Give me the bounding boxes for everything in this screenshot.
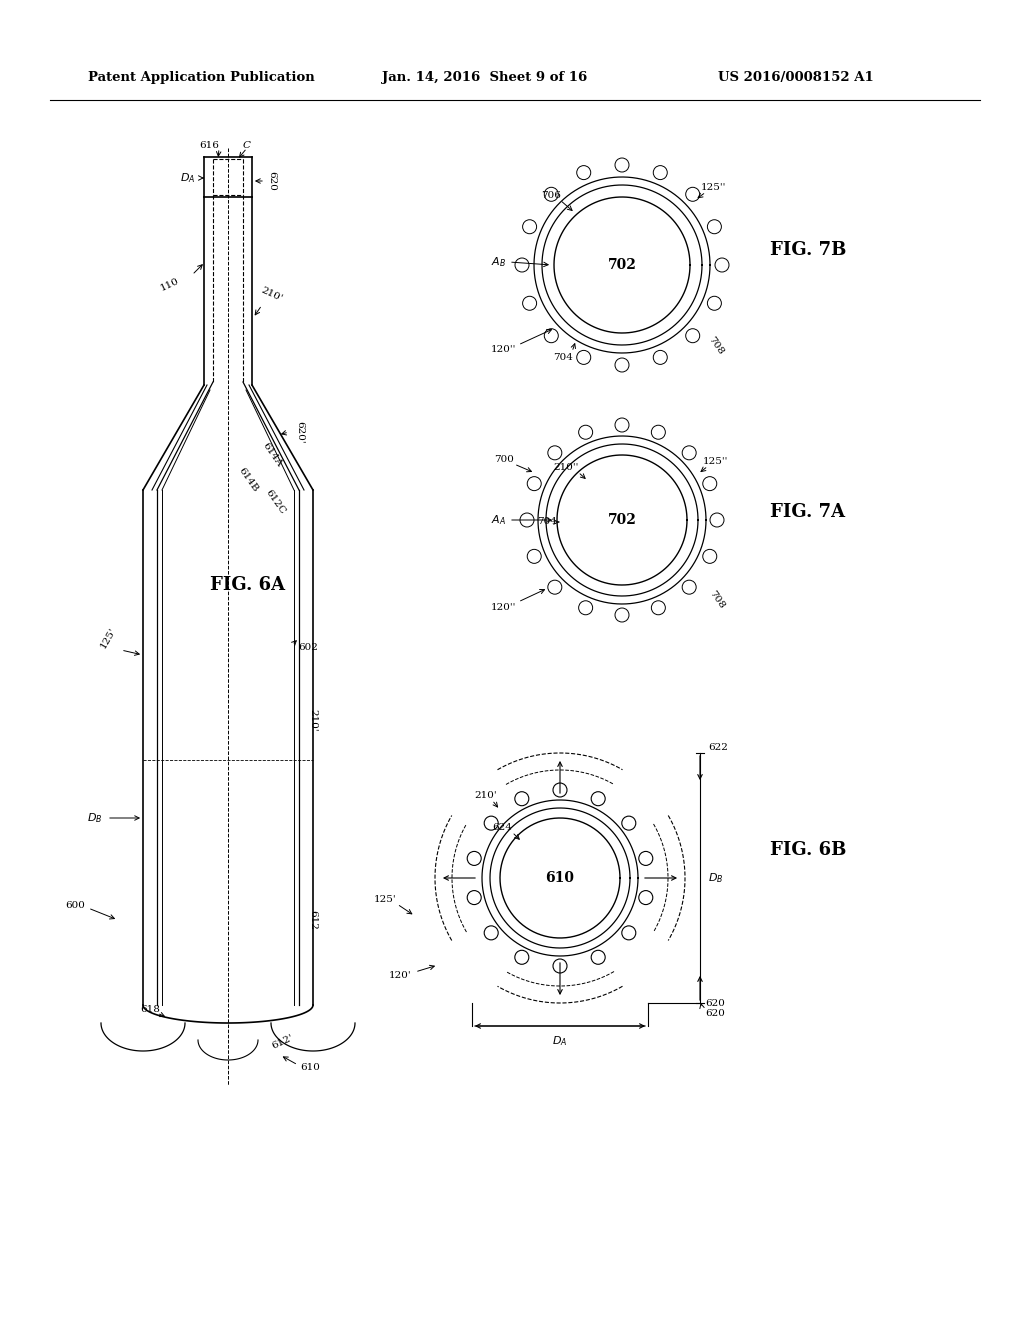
- Text: $A_B$: $A_B$: [492, 255, 507, 269]
- Text: 125'': 125'': [702, 458, 728, 466]
- Text: 210'': 210'': [553, 463, 579, 473]
- Text: 120': 120': [389, 970, 412, 979]
- Text: 125'': 125'': [700, 183, 726, 193]
- Text: 120'': 120'': [490, 346, 516, 355]
- Text: 624: 624: [493, 824, 512, 833]
- Text: $A_A$: $A_A$: [490, 513, 506, 527]
- Text: 125': 125': [374, 895, 396, 904]
- Text: $D_A$: $D_A$: [552, 1034, 567, 1048]
- Text: 706: 706: [541, 191, 561, 201]
- Text: 210': 210': [260, 286, 284, 304]
- Text: 616: 616: [199, 140, 219, 149]
- Text: $D_B$: $D_B$: [87, 810, 102, 825]
- Text: 120'': 120'': [490, 602, 516, 611]
- Text: 700: 700: [494, 455, 514, 465]
- Text: 702: 702: [607, 513, 637, 527]
- Text: 610: 610: [300, 1064, 319, 1072]
- Text: 612C: 612C: [263, 488, 287, 516]
- Text: 612': 612': [270, 1034, 294, 1051]
- Text: $D_B$: $D_B$: [708, 871, 723, 884]
- Text: 622: 622: [708, 743, 728, 752]
- Text: 704: 704: [553, 354, 573, 363]
- Text: 614B: 614B: [237, 466, 259, 494]
- Text: 708: 708: [708, 589, 726, 611]
- Text: FIG. 7B: FIG. 7B: [770, 242, 846, 259]
- Text: FIG. 6B: FIG. 6B: [770, 841, 846, 859]
- Text: US 2016/0008152 A1: US 2016/0008152 A1: [718, 71, 873, 84]
- Text: 708: 708: [707, 335, 725, 356]
- Text: 612: 612: [308, 909, 317, 929]
- Text: $D_A$: $D_A$: [180, 172, 196, 185]
- Text: 125': 125': [98, 626, 118, 649]
- Text: 620: 620: [705, 1008, 725, 1018]
- Text: 610: 610: [546, 871, 574, 884]
- Text: Jan. 14, 2016  Sheet 9 of 16: Jan. 14, 2016 Sheet 9 of 16: [382, 71, 587, 84]
- Text: 602: 602: [298, 644, 317, 652]
- Text: 210': 210': [475, 791, 498, 800]
- Text: 620: 620: [267, 172, 276, 191]
- Text: 110: 110: [159, 277, 181, 293]
- Text: 614A: 614A: [260, 441, 284, 469]
- Text: Patent Application Publication: Patent Application Publication: [88, 71, 314, 84]
- Text: 620: 620: [705, 998, 725, 1007]
- Text: FIG. 6A: FIG. 6A: [211, 576, 286, 594]
- Text: 618: 618: [140, 1006, 160, 1015]
- Text: 702: 702: [607, 257, 637, 272]
- Text: 620': 620': [296, 421, 304, 444]
- Text: 600: 600: [66, 900, 85, 909]
- Text: 210': 210': [308, 709, 317, 731]
- Text: 704: 704: [537, 517, 557, 527]
- Text: FIG. 7A: FIG. 7A: [770, 503, 846, 521]
- Text: C: C: [243, 140, 251, 149]
